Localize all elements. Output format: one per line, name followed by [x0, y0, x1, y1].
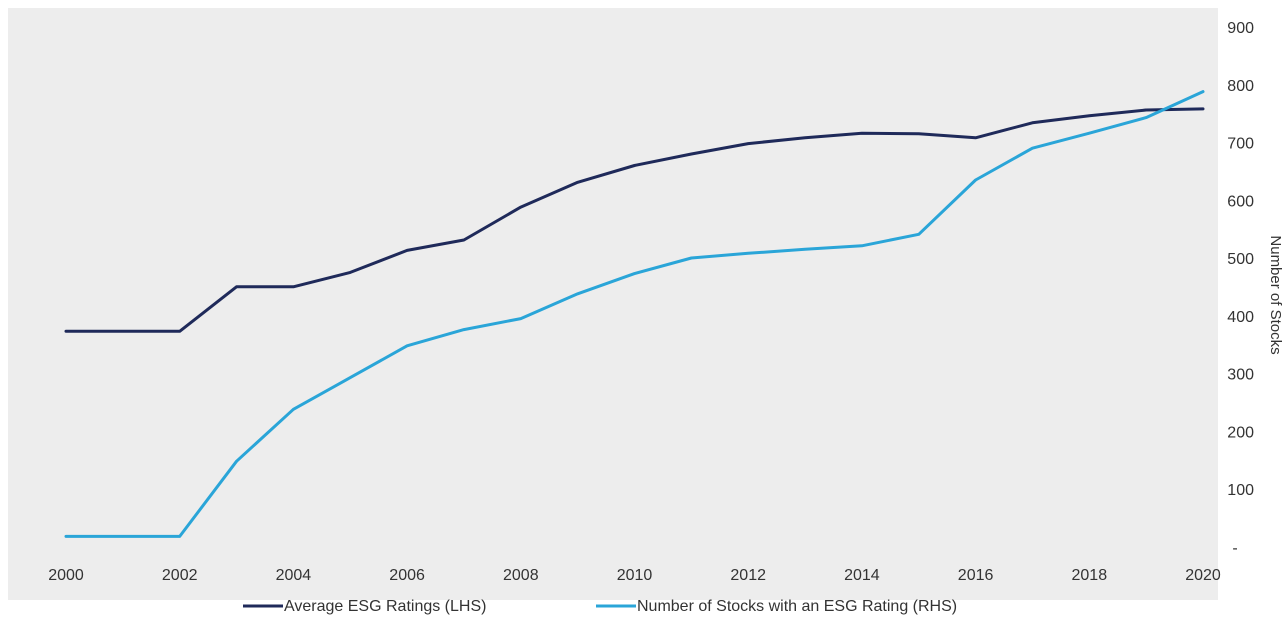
series-1-point	[462, 238, 466, 242]
series-1-point	[1144, 108, 1148, 112]
x-tick-label: 2008	[503, 567, 539, 584]
series-1-point	[747, 142, 750, 145]
series-2-point	[178, 535, 181, 538]
series-1-point	[1201, 107, 1205, 111]
series-1-point	[349, 271, 352, 274]
x-tick-label: 2020	[1185, 567, 1221, 584]
series-2-point	[1201, 90, 1205, 93]
series-1-point	[690, 152, 693, 156]
x-tick-label: 2012	[730, 567, 766, 584]
series-1-point	[576, 181, 579, 184]
legend-label: Number of Stocks with an ESG Rating (RHS…	[637, 598, 957, 615]
series-1-point	[121, 330, 125, 333]
series-2-point	[917, 233, 920, 236]
x-tick-label: 2002	[162, 567, 198, 584]
series-2-point	[1088, 132, 1091, 135]
y-tick-label: 900	[1227, 20, 1254, 37]
y-tick-label: 400	[1227, 309, 1254, 326]
series-1-point	[178, 330, 181, 333]
y-tick-label: -	[1232, 540, 1237, 557]
y-axis-right-ticks: - 100 200 300 400 500 600 700 800 900	[1227, 20, 1254, 557]
series-1-point	[974, 136, 977, 139]
series-1-point	[633, 164, 636, 167]
y-axis-right-label: Number of Stocks	[1267, 235, 1282, 354]
legend-label: Average ESG Ratings (LHS)	[284, 598, 486, 615]
series-1-point	[519, 205, 522, 209]
series-2-point	[405, 344, 409, 347]
series-2-point	[747, 252, 750, 255]
y-tick-label: 500	[1227, 251, 1254, 268]
series-2-point	[803, 248, 807, 251]
x-tick-label: 2014	[844, 567, 880, 584]
x-tick-label: 2004	[276, 567, 312, 584]
x-tick-label: 2000	[48, 567, 84, 584]
series-1-point	[64, 330, 68, 333]
y-tick-label: 800	[1227, 78, 1254, 95]
series-2-point	[349, 376, 352, 379]
x-tick-label: 2016	[958, 567, 994, 584]
series-2-point	[974, 178, 977, 182]
y-tick-label: 600	[1227, 193, 1254, 210]
x-axis-ticks: 2000 2002 2004 2006 2008 2010 2012 2014 2016 2018…	[48, 567, 1221, 584]
y-tick-label: 300	[1227, 367, 1254, 384]
series-2-point	[1144, 116, 1148, 119]
x-tick-label: 2006	[389, 567, 425, 584]
series-1-point	[1088, 114, 1091, 118]
series-layer	[64, 90, 1205, 538]
plot-background	[8, 8, 1218, 600]
y-tick-label: 200	[1227, 424, 1254, 441]
series-1-point	[1031, 121, 1034, 125]
y-tick-label: 700	[1227, 136, 1254, 153]
series-2-point	[462, 328, 466, 331]
series-1-point	[860, 132, 864, 135]
series-1-point	[235, 285, 238, 288]
series-2-point	[860, 244, 864, 247]
series-1-point	[292, 285, 295, 288]
legend: Average ESG Ratings (LHS) Number of Stock…	[243, 598, 957, 615]
series-2-point	[64, 535, 68, 538]
series-2-point	[1031, 147, 1034, 150]
series-2-point	[576, 292, 579, 295]
y-tick-label: 100	[1227, 482, 1254, 499]
x-tick-label: 2018	[1072, 567, 1108, 584]
x-tick-label: 2010	[617, 567, 653, 584]
series-2-point	[292, 408, 295, 411]
series-1-point	[405, 249, 409, 252]
series-1-point	[917, 132, 920, 135]
series-1-point	[803, 136, 807, 139]
series-2-point	[235, 460, 238, 463]
series-2-point	[633, 272, 636, 275]
series-2-point	[690, 256, 693, 260]
series-2-point	[121, 535, 125, 538]
series-2-point	[519, 317, 522, 320]
